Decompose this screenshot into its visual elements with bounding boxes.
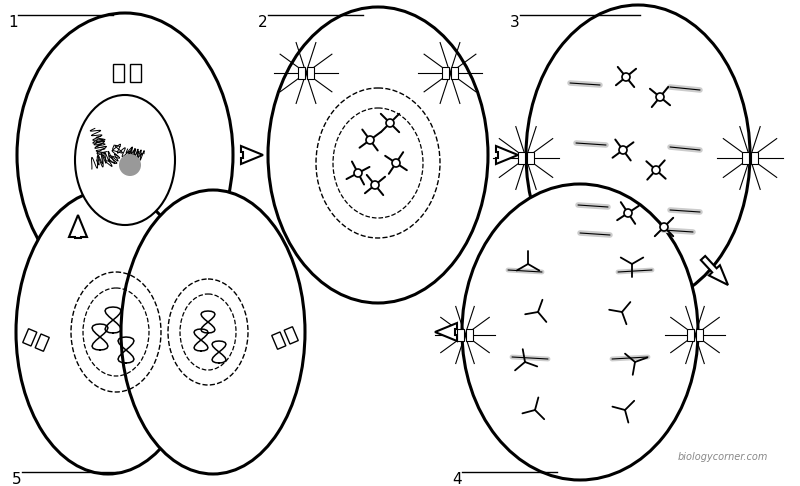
Polygon shape	[686, 329, 694, 341]
Ellipse shape	[16, 190, 200, 474]
Polygon shape	[466, 329, 474, 341]
Polygon shape	[114, 64, 124, 82]
Circle shape	[624, 209, 632, 217]
Circle shape	[386, 119, 394, 127]
Circle shape	[656, 93, 664, 101]
Ellipse shape	[526, 5, 750, 305]
Text: biologycorner.com: biologycorner.com	[678, 452, 768, 462]
Circle shape	[371, 181, 379, 189]
Text: 5: 5	[12, 472, 22, 486]
Circle shape	[619, 146, 627, 154]
Polygon shape	[241, 146, 263, 164]
Polygon shape	[22, 329, 37, 346]
Polygon shape	[284, 327, 298, 344]
Text: 3: 3	[510, 15, 520, 30]
Circle shape	[119, 154, 141, 176]
Polygon shape	[130, 64, 141, 82]
Ellipse shape	[17, 13, 233, 297]
Polygon shape	[307, 67, 314, 79]
Circle shape	[652, 166, 660, 174]
Polygon shape	[35, 334, 50, 351]
Ellipse shape	[121, 190, 305, 474]
Polygon shape	[457, 329, 464, 341]
Polygon shape	[742, 152, 749, 164]
Circle shape	[660, 223, 668, 231]
Text: 2: 2	[258, 15, 268, 30]
Ellipse shape	[268, 7, 488, 303]
Polygon shape	[518, 152, 525, 164]
Polygon shape	[451, 67, 458, 79]
Polygon shape	[527, 152, 534, 164]
Polygon shape	[298, 67, 305, 79]
Polygon shape	[696, 329, 703, 341]
Polygon shape	[272, 332, 286, 349]
Ellipse shape	[75, 95, 175, 225]
Text: 1: 1	[8, 15, 18, 30]
Polygon shape	[701, 256, 728, 285]
Circle shape	[354, 169, 362, 177]
Circle shape	[366, 136, 374, 144]
Polygon shape	[496, 146, 518, 164]
Polygon shape	[751, 152, 758, 164]
Circle shape	[622, 73, 630, 81]
Ellipse shape	[462, 184, 698, 480]
Polygon shape	[69, 215, 87, 238]
Polygon shape	[442, 67, 449, 79]
Circle shape	[392, 159, 400, 167]
Text: 4: 4	[452, 472, 462, 486]
Polygon shape	[435, 323, 457, 341]
